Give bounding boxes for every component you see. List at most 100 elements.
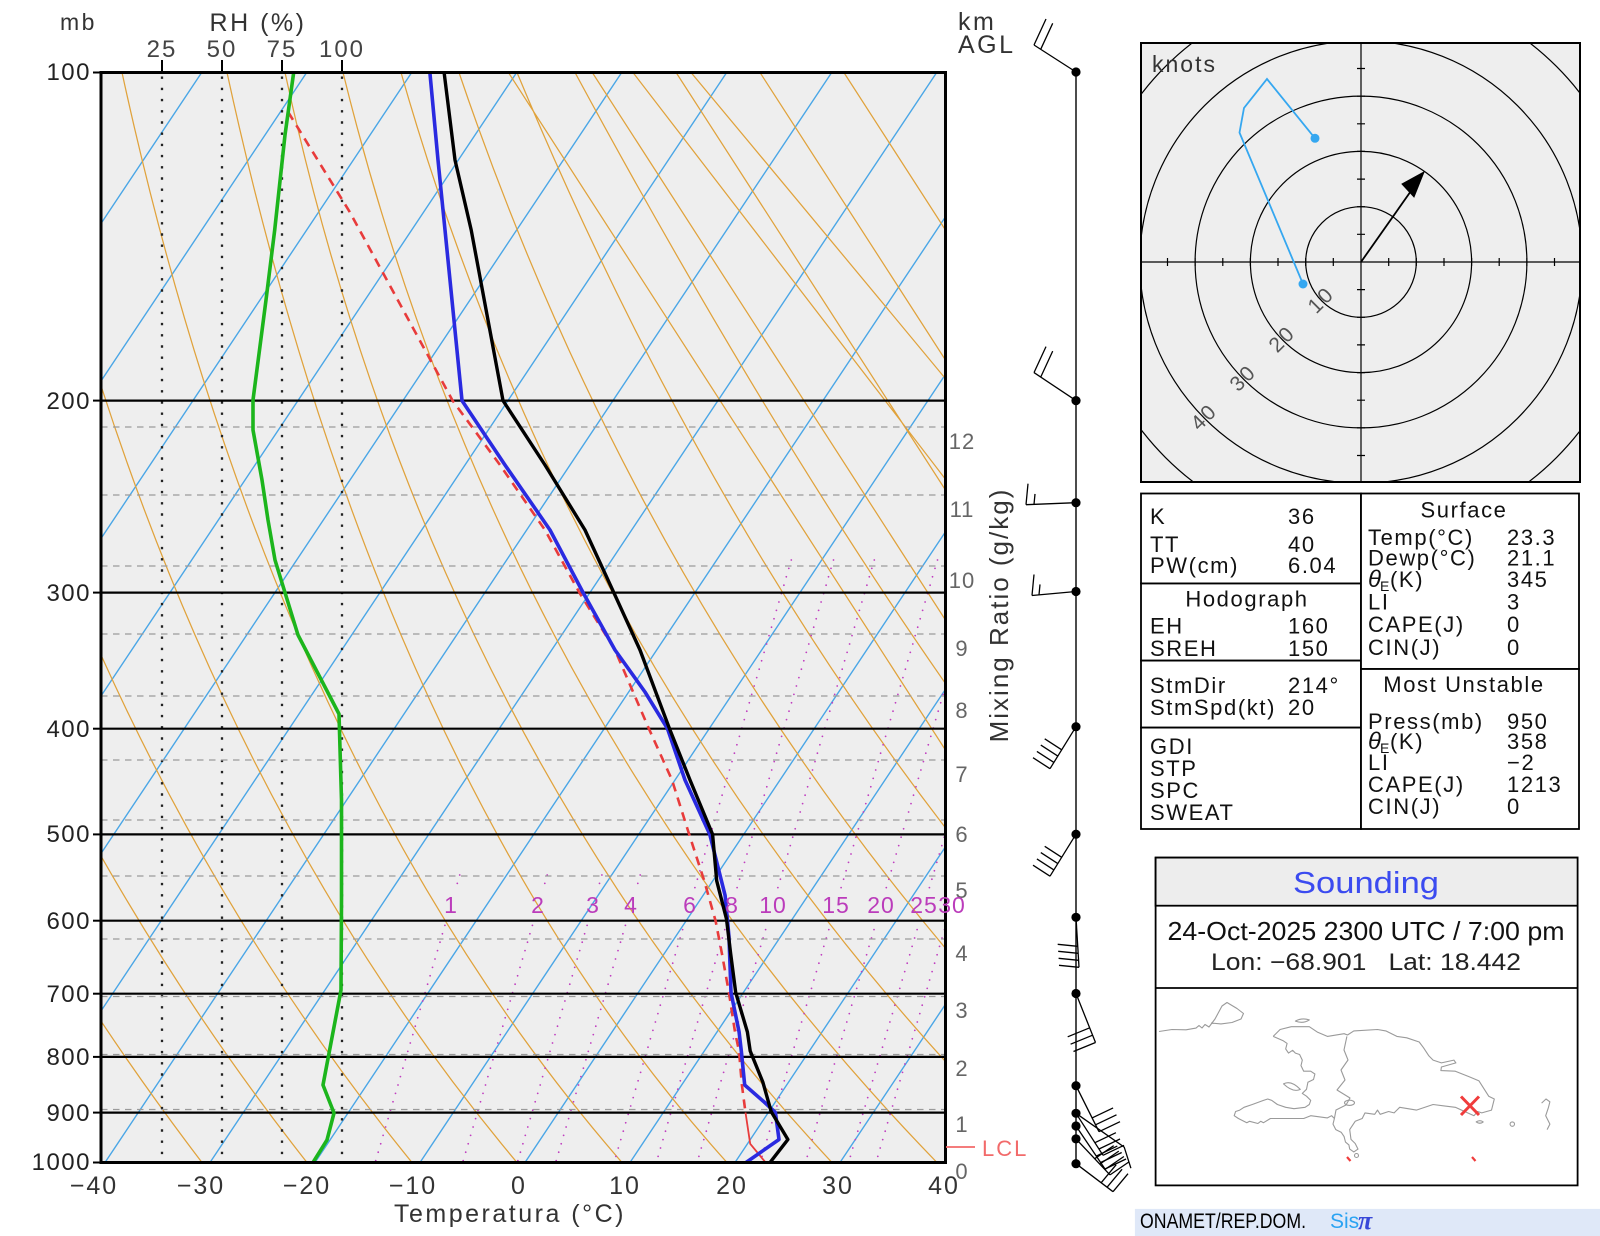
svg-text:8: 8 (955, 698, 968, 723)
svg-text:knots: knots (1152, 51, 1217, 77)
svg-text:SPC: SPC (1150, 778, 1200, 803)
svg-text:345: 345 (1507, 567, 1549, 592)
svg-text:150: 150 (1288, 636, 1330, 661)
svg-text:Sis: Sis (1330, 1210, 1359, 1233)
svg-text:STP: STP (1150, 756, 1198, 781)
svg-text:9: 9 (955, 636, 968, 661)
svg-text:1: 1 (444, 892, 458, 918)
svg-text:160: 160 (1288, 614, 1330, 639)
svg-text:6: 6 (683, 892, 697, 918)
svg-text:400: 400 (46, 716, 91, 743)
svg-text:Press(mb): Press(mb) (1368, 709, 1484, 734)
svg-text:θ: θ (1368, 566, 1381, 593)
svg-text:30: 30 (938, 892, 966, 918)
svg-text:30: 30 (822, 1172, 854, 1200)
svg-text:CAPE(J): CAPE(J) (1368, 612, 1465, 637)
svg-text:24-Oct-2025 2300 UTC / 7:00 pm: 24-Oct-2025 2300 UTC / 7:00 pm (1168, 916, 1565, 946)
svg-text:2: 2 (531, 892, 545, 918)
svg-text:SWEAT: SWEAT (1150, 800, 1235, 825)
svg-text:mb: mb (60, 9, 97, 35)
svg-text:500: 500 (46, 821, 91, 848)
svg-text:−30: −30 (177, 1172, 225, 1200)
svg-text:Dewp(°C): Dewp(°C) (1368, 546, 1476, 571)
svg-text:TT: TT (1150, 532, 1180, 557)
svg-text:Temperatura (°C): Temperatura (°C) (394, 1200, 626, 1228)
svg-text:10: 10 (609, 1172, 641, 1200)
svg-text:Lon: −68.901 Lat: 18.442: Lon: −68.901 Lat: 18.442 (1211, 949, 1521, 976)
svg-text:km: km (958, 8, 996, 36)
svg-text:E: E (1380, 740, 1389, 756)
svg-text:40: 40 (1288, 532, 1316, 557)
svg-text:θ: θ (1368, 728, 1381, 755)
svg-text:5: 5 (955, 878, 968, 903)
svg-text:ONAMET/REP.DOM.: ONAMET/REP.DOM. (1140, 1210, 1306, 1233)
svg-text:4: 4 (624, 892, 638, 918)
svg-text:3: 3 (955, 998, 968, 1023)
svg-text:0: 0 (1507, 635, 1521, 660)
svg-text:800: 800 (46, 1044, 91, 1071)
svg-text:AGL: AGL (958, 31, 1016, 59)
svg-text:Sounding: Sounding (1293, 865, 1439, 900)
svg-text:20: 20 (867, 892, 895, 918)
svg-text:25: 25 (147, 36, 178, 63)
svg-text:SREH: SREH (1150, 636, 1218, 661)
svg-text:−40: −40 (70, 1172, 118, 1200)
svg-text:10: 10 (949, 568, 975, 593)
svg-text:20: 20 (716, 1172, 748, 1200)
svg-text:LCL: LCL (982, 1136, 1028, 1161)
svg-text:PW(cm): PW(cm) (1150, 553, 1239, 578)
svg-text:0: 0 (1507, 612, 1521, 637)
svg-text:CIN(J): CIN(J) (1368, 794, 1441, 819)
svg-text:E: E (1380, 578, 1389, 594)
svg-text:75: 75 (267, 36, 298, 63)
svg-text:Temp(°C): Temp(°C) (1368, 525, 1474, 550)
svg-text:StmSpd(kt): StmSpd(kt) (1150, 695, 1276, 720)
svg-text:EH: EH (1150, 614, 1184, 639)
svg-text:(K): (K) (1390, 567, 1424, 592)
svg-text:20: 20 (1288, 695, 1316, 720)
svg-text:0: 0 (511, 1172, 527, 1200)
svg-text:CAPE(J): CAPE(J) (1368, 772, 1465, 797)
svg-text:50: 50 (207, 36, 238, 63)
svg-text:100: 100 (319, 36, 365, 63)
svg-text:6: 6 (955, 822, 968, 847)
svg-text:π: π (1358, 1206, 1373, 1235)
svg-text:Most Unstable: Most Unstable (1383, 672, 1544, 697)
svg-text:−10: −10 (389, 1172, 437, 1200)
svg-text:1213: 1213 (1507, 772, 1562, 797)
svg-text:StmDir: StmDir (1150, 673, 1227, 698)
svg-text:4: 4 (955, 941, 968, 966)
svg-text:1000: 1000 (32, 1149, 91, 1176)
svg-text:15: 15 (822, 892, 850, 918)
svg-text:358: 358 (1507, 729, 1549, 754)
svg-text:−2: −2 (1507, 750, 1535, 775)
svg-text:11: 11 (950, 497, 975, 522)
svg-text:LI: LI (1368, 750, 1390, 775)
svg-text:GDI: GDI (1150, 734, 1194, 759)
svg-text:1: 1 (955, 1112, 968, 1137)
svg-text:25: 25 (910, 892, 938, 918)
svg-text:Mixing Ratio (g/kg): Mixing Ratio (g/kg) (984, 488, 1014, 743)
svg-text:900: 900 (46, 1100, 91, 1127)
svg-text:200: 200 (46, 388, 91, 415)
svg-text:12: 12 (949, 429, 975, 454)
svg-text:100: 100 (46, 59, 91, 86)
svg-text:950: 950 (1507, 709, 1549, 734)
svg-text:0: 0 (955, 1159, 968, 1184)
svg-text:−20: −20 (283, 1172, 331, 1200)
svg-text:(K): (K) (1390, 729, 1424, 754)
svg-text:23.3: 23.3 (1507, 525, 1556, 550)
svg-text:Hodograph: Hodograph (1185, 587, 1308, 612)
svg-text:LI: LI (1368, 590, 1390, 615)
svg-text:7: 7 (955, 762, 968, 787)
svg-text:Surface: Surface (1420, 498, 1507, 523)
svg-text:CIN(J): CIN(J) (1368, 635, 1441, 660)
svg-text:21.1: 21.1 (1507, 546, 1556, 571)
svg-text:10: 10 (759, 892, 787, 918)
svg-text:40: 40 (928, 1172, 960, 1200)
svg-text:36: 36 (1288, 504, 1316, 529)
svg-text:700: 700 (46, 981, 91, 1008)
svg-text:600: 600 (46, 908, 91, 935)
svg-text:8: 8 (725, 892, 739, 918)
svg-text:2: 2 (955, 1056, 968, 1081)
